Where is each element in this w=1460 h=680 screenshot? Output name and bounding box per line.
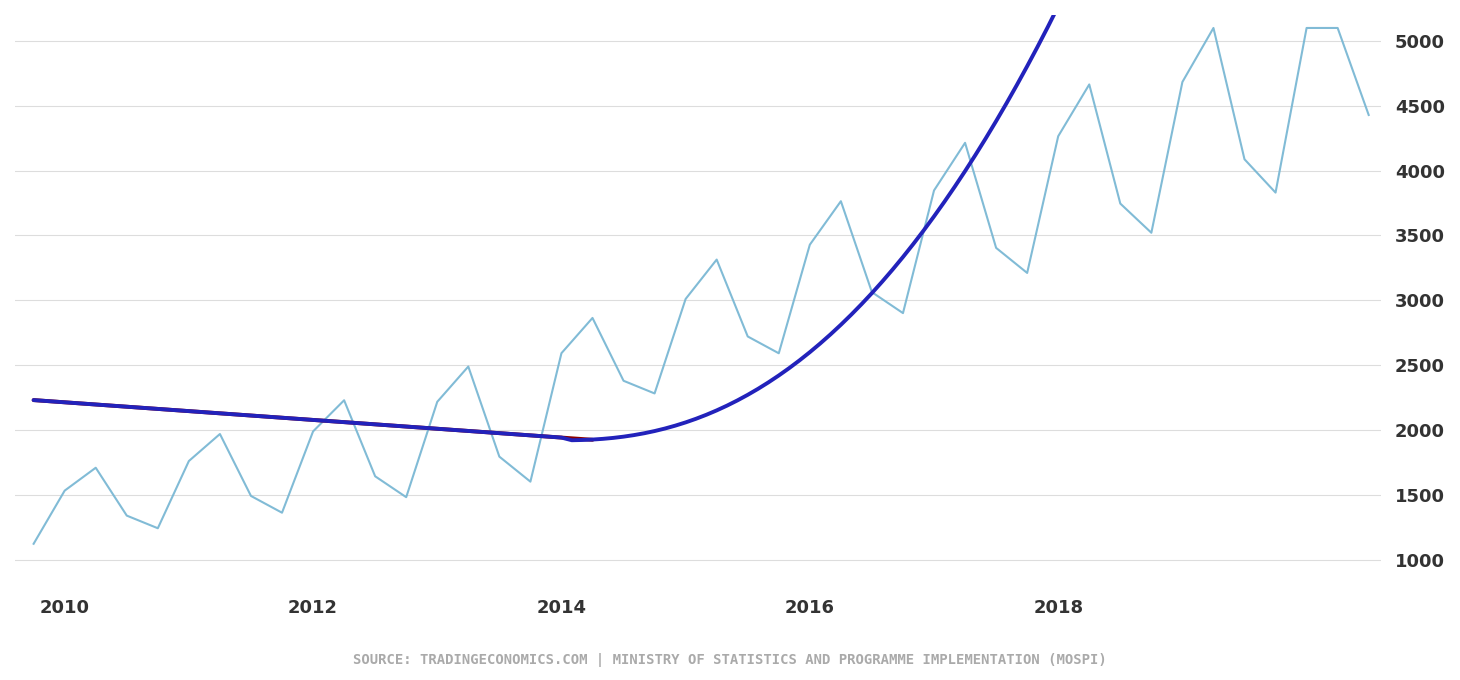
Text: SOURCE: TRADINGECONOMICS.COM | MINISTRY OF STATISTICS AND PROGRAMME IMPLEMENTATI: SOURCE: TRADINGECONOMICS.COM | MINISTRY … (353, 653, 1107, 666)
